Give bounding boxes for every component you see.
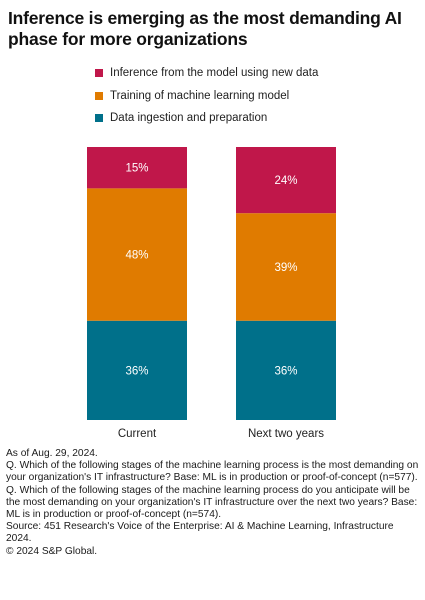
note-question-current: Q. Which of the following stages of the … [6, 460, 419, 484]
chart-title: Inference is emerging as the most demand… [8, 8, 402, 49]
bar-segment [87, 147, 187, 189]
legend-label-ingestion: Data ingestion and preparation [110, 112, 268, 125]
note-date: As of Aug. 29, 2024. [6, 448, 98, 459]
category-label: Current [118, 428, 157, 440]
bar-value-label: 24% [274, 175, 297, 187]
bar-value-label: 48% [125, 250, 148, 262]
legend-swatch-inference [95, 69, 103, 78]
note-question-future: Q. Which of the following stages of the … [6, 484, 418, 521]
bar-segment [87, 320, 187, 420]
bar-value-label: 36% [125, 365, 148, 377]
legend-swatch-ingestion [95, 114, 103, 123]
legend-swatch-training [95, 91, 103, 100]
footnotes: As of Aug. 29, 2024. Q. Which of the fol… [6, 448, 420, 558]
legend-item-ingestion: Data ingestion and preparation [95, 107, 318, 130]
note-source: Source: 451 Research's Voice of the Ente… [6, 521, 394, 545]
category-label: Next two years [248, 428, 324, 440]
legend: Inference from the model using new data … [95, 62, 318, 130]
legend-item-training: Training of machine learning model [95, 85, 318, 108]
legend-item-inference: Inference from the model using new data [95, 62, 318, 85]
note-copyright: © 2024 S&P Global. [6, 545, 98, 557]
legend-label-inference: Inference from the model using new data [110, 67, 319, 80]
bar-segment [236, 147, 336, 214]
bar-segment [87, 188, 187, 321]
bar-value-label: 15% [125, 163, 148, 175]
bar-segment [236, 213, 336, 321]
legend-label-training: Training of machine learning model [110, 89, 290, 102]
bar-value-label: 39% [274, 262, 297, 274]
bar-segment [236, 320, 336, 420]
bar-value-label: 36% [274, 365, 297, 377]
